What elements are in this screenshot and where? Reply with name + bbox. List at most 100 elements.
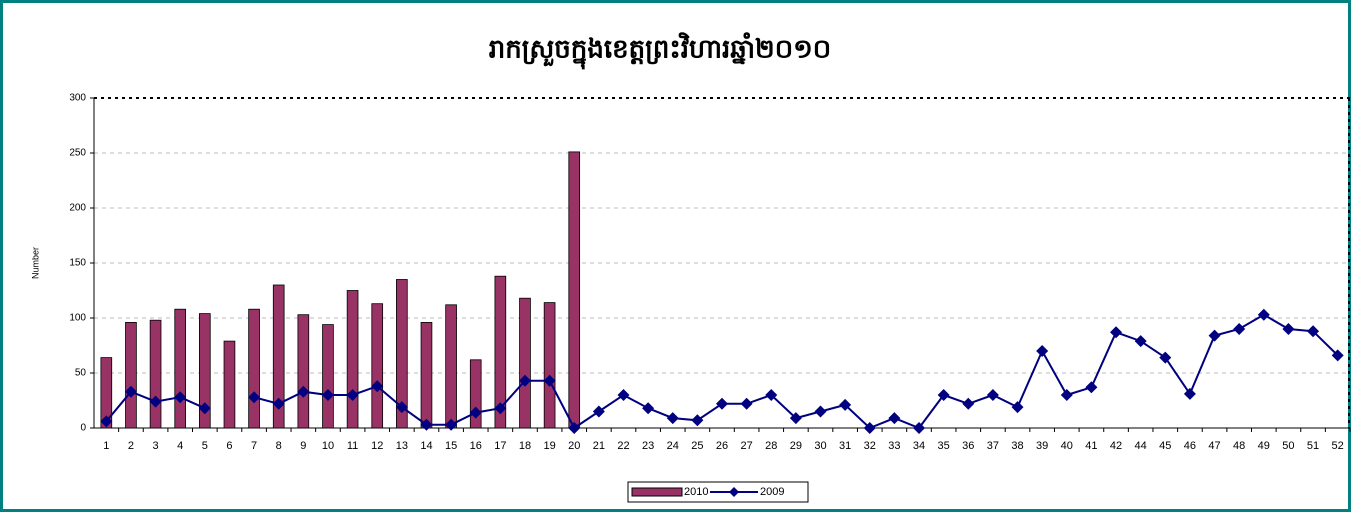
- x-tick-label: 24: [667, 440, 679, 452]
- marker: [913, 422, 926, 434]
- marker: [1011, 401, 1024, 414]
- marker: [962, 397, 975, 410]
- x-tick-label: 11: [347, 440, 358, 452]
- y-tick-label: 300: [69, 93, 86, 104]
- marker: [863, 422, 876, 434]
- marker: [124, 385, 137, 398]
- x-tick-label: 7: [251, 440, 257, 452]
- marker: [740, 397, 753, 410]
- legend-label: 2009: [760, 486, 784, 498]
- bar: [346, 290, 359, 429]
- x-tick-label: 52: [1332, 440, 1344, 452]
- bar: [396, 279, 408, 429]
- x-tick-label: 41: [1085, 440, 1097, 452]
- x-tick-label: 40: [1061, 440, 1073, 452]
- x-tick-label: 33: [888, 440, 900, 452]
- y-axis-label: Number: [30, 247, 40, 279]
- x-tick-label: 36: [962, 440, 974, 452]
- marker: [1257, 308, 1270, 321]
- x-tick-label: 37: [987, 440, 999, 452]
- marker: [1208, 329, 1221, 342]
- marker: [839, 398, 852, 411]
- marker: [716, 397, 728, 410]
- x-tick-label: 31: [839, 440, 851, 452]
- marker: [986, 389, 999, 401]
- x-tick-label: 46: [1184, 440, 1196, 452]
- marker: [1060, 389, 1073, 401]
- marker: [1036, 345, 1049, 357]
- x-tick-label: 12: [371, 440, 383, 452]
- x-tick-label: 29: [790, 440, 802, 452]
- x-tick-label: 30: [814, 440, 826, 452]
- x-tick-label: 19: [543, 440, 555, 452]
- marker: [494, 402, 507, 415]
- marker: [642, 402, 655, 415]
- marker: [1134, 335, 1147, 348]
- x-tick-label: 18: [519, 440, 531, 452]
- marker: [272, 397, 285, 410]
- marker: [518, 374, 531, 387]
- x-tick-label: 15: [445, 440, 457, 452]
- x-tick-label: 20: [568, 440, 580, 452]
- bar: [469, 359, 482, 429]
- x-tick-label: 32: [864, 440, 876, 452]
- bar: [297, 314, 310, 429]
- legend-label: 2010: [684, 486, 708, 498]
- marker: [617, 389, 630, 401]
- y-tick-label: 150: [69, 258, 86, 269]
- x-tick-label: 23: [642, 440, 654, 452]
- marker: [666, 412, 679, 425]
- marker: [297, 385, 310, 398]
- x-tick-label: 44: [1135, 440, 1147, 452]
- marker: [814, 405, 827, 418]
- marker: [592, 405, 605, 418]
- bar: [100, 357, 113, 429]
- marker: [420, 418, 433, 431]
- x-tick-label: 22: [617, 440, 629, 452]
- x-tick-label: 6: [226, 440, 232, 452]
- y-tick-label: 100: [69, 313, 86, 324]
- x-tick-label: 4: [177, 440, 183, 452]
- x-tick-label: 39: [1036, 440, 1048, 452]
- x-tick-label: 10: [322, 440, 334, 452]
- marker: [765, 389, 778, 401]
- y-tick-label: 250: [69, 148, 86, 159]
- x-tick-label: 14: [420, 440, 432, 452]
- marker: [100, 415, 113, 428]
- bar: [174, 308, 187, 429]
- x-tick-label: 1: [103, 440, 109, 452]
- chart-title: រាកស្រួចក្នុងខេត្តព្រះវិហារឆ្នាំ២០១០: [489, 32, 831, 70]
- legend-marker: [729, 487, 739, 497]
- x-tick-label: 5: [202, 440, 208, 452]
- marker: [1307, 325, 1320, 338]
- marker: [445, 418, 458, 431]
- bar: [322, 324, 334, 429]
- marker: [1282, 323, 1295, 335]
- x-tick-label: 45: [1159, 440, 1171, 452]
- x-tick-label: 13: [396, 440, 408, 452]
- bar: [445, 304, 457, 429]
- marker: [198, 402, 211, 415]
- marker: [174, 391, 187, 404]
- marker: [469, 406, 482, 419]
- x-tick-label: 2: [128, 440, 134, 452]
- bar: [223, 340, 236, 429]
- bar: [125, 321, 137, 429]
- marker: [1331, 349, 1344, 362]
- bar: [149, 319, 162, 429]
- marker: [1183, 387, 1196, 400]
- marker: [1159, 351, 1172, 364]
- marker: [248, 391, 261, 404]
- marker: [371, 380, 384, 393]
- bar: [519, 297, 531, 429]
- x-tick-label: 38: [1011, 440, 1023, 452]
- x-tick-label: 49: [1258, 440, 1270, 452]
- x-tick-label: 16: [470, 440, 482, 452]
- bar: [199, 313, 211, 429]
- marker: [568, 422, 581, 434]
- legend-swatch: [631, 487, 683, 497]
- x-tick-label: 8: [276, 440, 282, 452]
- marker: [395, 401, 408, 414]
